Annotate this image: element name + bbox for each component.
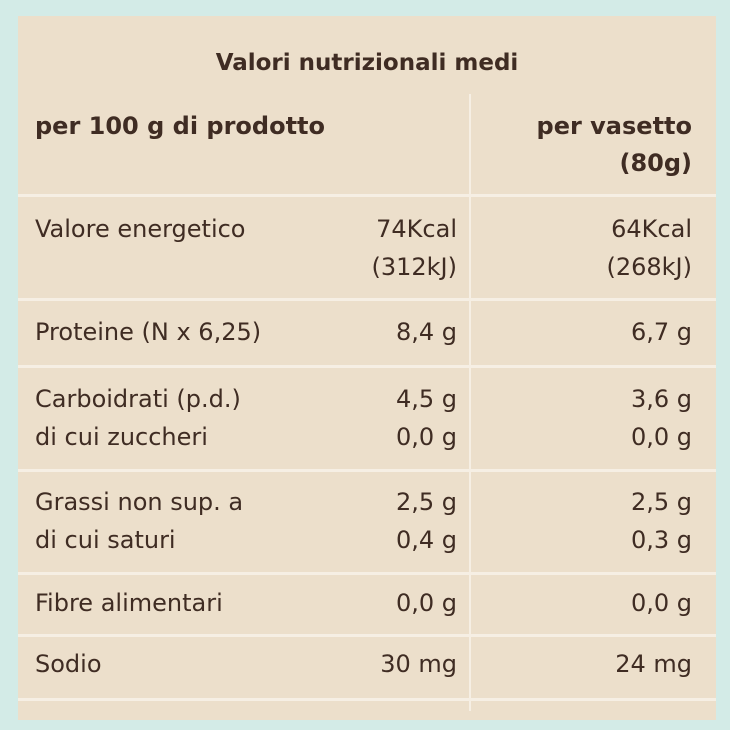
table-row-protein-name: Proteine (N x 6,25) <box>35 313 261 351</box>
table-row-carbs-per-jar: 3,6 g 0,0 g <box>481 380 692 456</box>
table-row-fat-per-jar: 2,5 g 0,3 g <box>481 483 692 559</box>
value-cell: 2,5 g <box>630 488 692 516</box>
table-row-sodium-per-100g: 30 mg <box>318 645 457 683</box>
table-row-sodium-name: Sodio <box>35 645 102 683</box>
row-label: Grassi non sup. a <box>35 488 244 516</box>
table-row-carbs-per-100g: 4,5 g 0,0 g <box>318 380 457 456</box>
value-cell: 0,4 g <box>395 526 457 554</box>
row-label: Fibre alimentari <box>35 589 223 617</box>
row-divider <box>18 194 716 197</box>
row-divider <box>18 698 716 701</box>
row-sublabel: di cui zuccheri <box>35 423 208 451</box>
value-cell: 74Kcal <box>376 215 457 243</box>
row-divider <box>18 469 716 472</box>
value-cell: 0,0 g <box>395 423 457 451</box>
value-cell: 2,5 g <box>395 488 457 516</box>
value-cell: 0,3 g <box>630 526 692 554</box>
value-cell: 64Kcal <box>611 215 692 243</box>
row-divider <box>18 365 716 368</box>
table-row-sodium-per-jar: 24 mg <box>481 645 692 683</box>
table-row-fiber-per-jar: 0,0 g <box>481 584 692 622</box>
column-divider <box>469 94 471 711</box>
row-divider <box>18 634 716 637</box>
table-row-energy-per-jar: 64Kcal (268kJ) <box>481 210 692 286</box>
value-cell: 8,4 g <box>395 318 457 346</box>
row-label: Carboidrati (p.d.) <box>35 385 241 413</box>
header-per-jar: per vasetto (80g) <box>481 108 692 182</box>
value-cell: 6,7 g <box>630 318 692 346</box>
value-cell: 3,6 g <box>630 385 692 413</box>
table-row-fiber-name: Fibre alimentari <box>35 584 223 622</box>
header-per-100g: per 100 g di prodotto <box>35 112 326 140</box>
value-cell: (312kJ) <box>371 253 457 281</box>
value-cell: 0,0 g <box>630 423 692 451</box>
table-row-protein-per-100g: 8,4 g <box>318 313 457 351</box>
table-row-fiber-per-100g: 0,0 g <box>318 584 457 622</box>
row-divider <box>18 572 716 575</box>
table-row-energy-name: Valore energetico <box>35 210 246 248</box>
header-per-jar-line2: (80g) <box>619 149 692 177</box>
value-cell: 4,5 g <box>395 385 457 413</box>
row-divider <box>18 298 716 301</box>
table-row-fat-per-100g: 2,5 g 0,4 g <box>318 483 457 559</box>
row-label: Sodio <box>35 650 102 678</box>
table-title: Valori nutrizionali medi <box>215 50 519 76</box>
header-per-jar-line1: per vasetto <box>536 112 692 140</box>
row-label: Proteine (N x 6,25) <box>35 318 262 346</box>
table-row-protein-per-jar: 6,7 g <box>481 313 692 351</box>
value-cell: 30 mg <box>380 650 457 678</box>
row-label: Valore energetico <box>35 215 246 243</box>
table-row-energy-per-100g: 74Kcal (312kJ) <box>318 210 457 286</box>
table-row-carbs-name: Carboidrati (p.d.) di cui zuccheri <box>35 380 241 456</box>
row-sublabel: di cui saturi <box>35 526 176 554</box>
value-cell: (268kJ) <box>606 253 692 281</box>
value-cell: 0,0 g <box>395 589 457 617</box>
nutrition-table: Valori nutrizionali medi per 100 g di pr… <box>18 16 716 720</box>
value-cell: 0,0 g <box>630 589 692 617</box>
value-cell: 24 mg <box>615 650 692 678</box>
table-row-fat-name: Grassi non sup. a di cui saturi <box>35 483 243 559</box>
